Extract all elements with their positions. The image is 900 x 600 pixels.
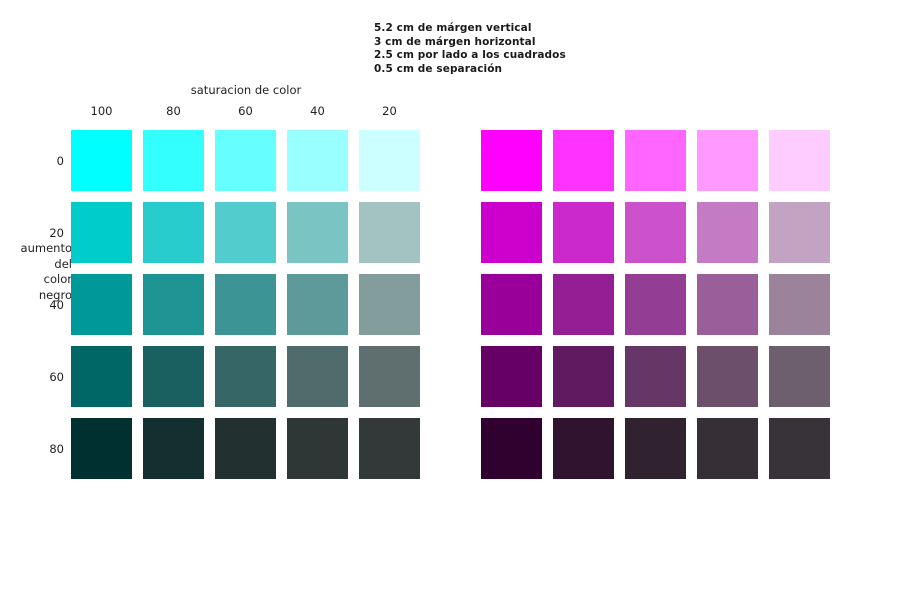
swatch-row xyxy=(71,202,420,263)
magenta-swatch-black-80-sat-20 xyxy=(769,418,830,479)
magenta-swatch-black-60-sat-60 xyxy=(625,346,686,407)
cyan-swatch-black-80-sat-60 xyxy=(215,418,276,479)
black-axis-title: aumento del color negro xyxy=(0,241,72,303)
cyan-swatch-black-40-sat-60 xyxy=(215,274,276,335)
spec-note-line-1: 5.2 cm de márgen vertical xyxy=(374,22,532,34)
magenta-swatch-black-40-sat-100 xyxy=(481,274,542,335)
magenta-swatch-black-40-sat-40 xyxy=(697,274,758,335)
cyan-swatch-black-40-sat-80 xyxy=(143,274,204,335)
cyan-swatch-black-20-sat-80 xyxy=(143,202,204,263)
magenta-swatch-black-60-sat-100 xyxy=(481,346,542,407)
magenta-swatch-grid xyxy=(481,130,830,479)
magenta-swatch-black-0-sat-20 xyxy=(769,130,830,191)
magenta-swatch-black-0-sat-60 xyxy=(625,130,686,191)
cyan-swatch-black-20-sat-20 xyxy=(359,202,420,263)
magenta-swatch-black-60-sat-80 xyxy=(553,346,614,407)
magenta-swatch-black-40-sat-60 xyxy=(625,274,686,335)
magenta-swatch-black-80-sat-40 xyxy=(697,418,758,479)
spec-note-line-4: 0.5 cm de separación xyxy=(374,62,503,75)
swatch-row xyxy=(481,346,830,407)
black-tick-40: 40 xyxy=(49,297,64,312)
black-axis-title-line-4: negro xyxy=(38,287,72,302)
cyan-swatch-black-20-sat-100 xyxy=(71,202,132,263)
magenta-swatch-black-20-sat-100 xyxy=(481,202,542,263)
cyan-swatch-black-60-sat-100 xyxy=(71,346,132,407)
magenta-swatch-black-20-sat-40 xyxy=(697,202,758,263)
cyan-swatch-black-40-sat-100 xyxy=(71,274,132,335)
black-tick-0: 0 xyxy=(56,153,64,168)
magenta-swatch-black-40-sat-80 xyxy=(553,274,614,335)
swatch-row xyxy=(71,346,420,407)
cyan-swatch-black-20-sat-40 xyxy=(287,202,348,263)
swatch-row xyxy=(71,274,420,335)
swatch-row xyxy=(481,130,830,191)
magenta-swatch-black-60-sat-20 xyxy=(769,346,830,407)
magenta-swatch-black-80-sat-60 xyxy=(625,418,686,479)
saturation-axis-title: saturacion de color xyxy=(190,83,302,97)
swatch-row xyxy=(481,202,830,263)
swatch-row xyxy=(71,418,420,479)
saturation-tick-40: 40 xyxy=(310,104,325,118)
cyan-swatch-black-80-sat-20 xyxy=(359,418,420,479)
cyan-swatch-black-0-sat-60 xyxy=(215,130,276,191)
black-axis-title-line-1: aumento xyxy=(20,241,72,255)
cyan-swatch-black-60-sat-80 xyxy=(143,346,204,407)
magenta-swatch-black-80-sat-80 xyxy=(553,418,614,479)
magenta-swatch-black-0-sat-80 xyxy=(553,130,614,191)
cyan-swatch-black-0-sat-20 xyxy=(359,130,420,191)
saturation-tick-row: 100 80 60 40 20 xyxy=(71,104,421,118)
spec-note-line-3: 2.5 cm por lado a los cuadrados xyxy=(374,49,566,62)
cyan-swatch-black-60-sat-20 xyxy=(359,346,420,407)
cyan-swatch-black-80-sat-40 xyxy=(287,418,348,479)
cyan-swatch-black-20-sat-60 xyxy=(215,202,276,263)
magenta-swatch-black-20-sat-60 xyxy=(625,202,686,263)
black-tick-column: 0 20 40 60 80 xyxy=(0,130,64,479)
saturation-tick-20: 20 xyxy=(382,104,397,118)
cyan-swatch-black-0-sat-40 xyxy=(287,130,348,191)
spec-note-block: 5.2 cm de márgen vertical 3 cm de márgen… xyxy=(374,22,566,76)
magenta-swatch-black-0-sat-100 xyxy=(481,130,542,191)
cyan-swatch-black-60-sat-60 xyxy=(215,346,276,407)
magenta-swatch-black-40-sat-20 xyxy=(769,274,830,335)
black-axis-title-line-2: del xyxy=(54,256,72,271)
black-axis-title-line-3: color xyxy=(43,272,72,286)
swatch-row xyxy=(71,130,420,191)
black-tick-80: 80 xyxy=(49,441,64,456)
cyan-swatch-black-0-sat-100 xyxy=(71,130,132,191)
saturation-tick-60: 60 xyxy=(238,104,253,118)
cyan-swatch-black-40-sat-40 xyxy=(287,274,348,335)
cyan-swatch-black-0-sat-80 xyxy=(143,130,204,191)
saturation-tick-80: 80 xyxy=(166,104,181,118)
saturation-tick-100: 100 xyxy=(90,104,113,118)
swatch-row xyxy=(481,274,830,335)
cyan-swatch-black-40-sat-20 xyxy=(359,274,420,335)
cyan-swatch-grid xyxy=(71,130,420,479)
swatch-row xyxy=(481,418,830,479)
cyan-swatch-black-80-sat-100 xyxy=(71,418,132,479)
magenta-swatch-black-60-sat-40 xyxy=(697,346,758,407)
cyan-swatch-black-80-sat-80 xyxy=(143,418,204,479)
magenta-swatch-black-20-sat-20 xyxy=(769,202,830,263)
magenta-swatch-black-0-sat-40 xyxy=(697,130,758,191)
black-tick-20: 20 xyxy=(49,225,64,240)
black-tick-60: 60 xyxy=(49,369,64,384)
cyan-swatch-black-60-sat-40 xyxy=(287,346,348,407)
spec-note-line-2: 3 cm de márgen horizontal xyxy=(374,35,536,48)
magenta-swatch-black-80-sat-100 xyxy=(481,418,542,479)
magenta-swatch-black-20-sat-80 xyxy=(553,202,614,263)
